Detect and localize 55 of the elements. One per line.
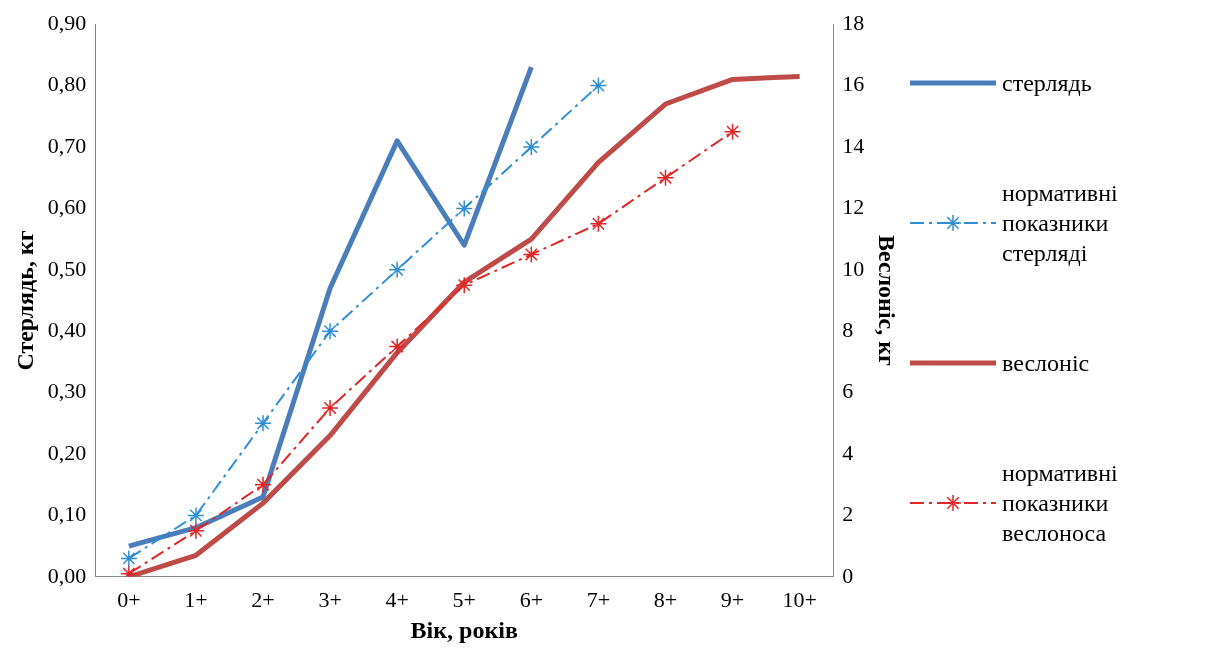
point xyxy=(388,337,406,356)
y2-tick-label: 2 xyxy=(842,501,854,527)
x-tick-label: 3+ xyxy=(318,586,342,612)
point xyxy=(589,76,608,95)
y-axis-title: Стерлядь, кг xyxy=(11,230,38,371)
legend-label: нормативні показники стерляді xyxy=(1002,179,1119,268)
y2-tick-label: 0 xyxy=(842,562,854,588)
x-tick-label: 2+ xyxy=(251,586,275,612)
x-tick-label: 5+ xyxy=(452,586,476,612)
y-tick-label: 0,50 xyxy=(47,255,87,281)
point xyxy=(187,522,205,540)
point xyxy=(321,322,339,340)
y2-axis-title: Веслоніс, кг xyxy=(874,235,901,367)
legend-label: нормативні показники веслоноса xyxy=(1002,459,1119,548)
x-tick-label: 4+ xyxy=(385,586,409,612)
x-tick-label: 0+ xyxy=(117,586,141,612)
point xyxy=(120,549,138,568)
y2-tick-label: 14 xyxy=(842,132,865,158)
x-tick-label: 6+ xyxy=(519,586,544,612)
y2-tick-label: 12 xyxy=(842,194,865,220)
point xyxy=(656,168,675,187)
legend-label: веслоніс xyxy=(1002,349,1091,378)
x-tick-label: 1+ xyxy=(184,586,208,612)
x-tick-label: 10+ xyxy=(782,586,817,612)
x-tick-label: 9+ xyxy=(720,586,745,612)
y-tick-label: 0,00 xyxy=(47,562,87,588)
y-tick-label: 0,80 xyxy=(47,71,87,97)
point xyxy=(723,122,742,141)
point xyxy=(522,245,541,264)
x-tick-label: 8+ xyxy=(653,586,678,612)
y-tick-label: 0,30 xyxy=(47,378,87,404)
point xyxy=(522,138,541,156)
y2-tick-label: 16 xyxy=(842,71,865,97)
y2-tick-label: 8 xyxy=(842,316,854,342)
y-tick-label: 0,20 xyxy=(47,439,87,465)
y2-tick-label: 6 xyxy=(842,378,854,404)
legend-label: стерлядь xyxy=(1002,69,1093,98)
x-axis-title: Вік, років xyxy=(410,616,518,643)
y2-tick-label: 10 xyxy=(842,255,865,281)
point xyxy=(455,199,473,218)
y-tick-label: 0,90 xyxy=(47,9,87,35)
y-tick-label: 0,10 xyxy=(47,501,87,527)
x-tick-label: 7+ xyxy=(586,586,611,612)
point xyxy=(388,261,406,279)
y2-tick-label: 4 xyxy=(842,439,854,465)
point xyxy=(321,399,339,417)
point xyxy=(187,506,205,525)
point xyxy=(254,475,272,494)
point xyxy=(589,215,608,233)
point xyxy=(455,276,473,294)
y-tick-label: 0,40 xyxy=(47,316,87,342)
point xyxy=(254,414,272,433)
y2-tick-label: 18 xyxy=(842,9,865,35)
y-tick-label: 0,70 xyxy=(47,132,87,158)
y-tick-label: 0,60 xyxy=(47,194,87,220)
